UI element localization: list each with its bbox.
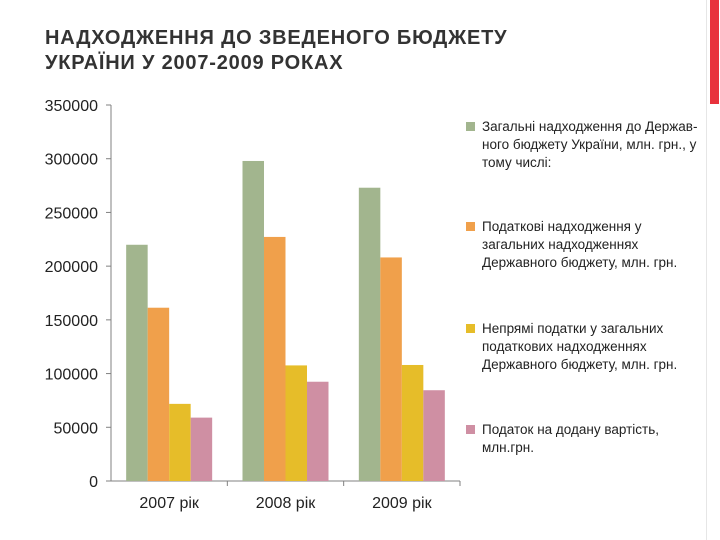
bar xyxy=(126,244,148,481)
legend-item: Податок на додану вартість, млн.грн. xyxy=(466,421,707,457)
bar xyxy=(358,187,381,481)
legend-swatch xyxy=(466,222,475,231)
legend-swatch xyxy=(466,425,475,434)
bar xyxy=(169,403,191,481)
bar xyxy=(380,257,402,481)
y-tick-label: 250000 xyxy=(45,205,98,222)
page-title-line-2: УКРАЇНИ У 2007-2009 РОКАХ xyxy=(45,52,344,74)
bar xyxy=(147,307,170,481)
x-tick-label: 2007 рік xyxy=(139,495,199,512)
y-tick-label: 100000 xyxy=(45,367,98,384)
bar xyxy=(264,236,286,481)
y-tick-label: 200000 xyxy=(45,259,98,276)
y-tick-label: 150000 xyxy=(45,313,98,330)
legend-label: Загальні надходження до Держав-ного бюдж… xyxy=(482,119,698,170)
page-title-line-1: НАДХОДЖЕННЯ ДО ЗВЕДЕНОГО БЮДЖЕТУ xyxy=(45,27,508,49)
slide-accent-bar xyxy=(710,0,719,104)
legend-swatch xyxy=(466,324,475,333)
y-tick-label: 50000 xyxy=(54,420,99,437)
slide-edge-bar xyxy=(706,0,720,540)
y-tick-label: 0 xyxy=(89,474,98,491)
page-title: НАДХОДЖЕННЯ ДО ЗВЕДЕНОГО БЮДЖЕТУ УКРАЇНИ… xyxy=(45,26,665,76)
bar xyxy=(423,390,445,481)
bar xyxy=(190,417,213,481)
legend-label: Податкові надходження у загальних надход… xyxy=(482,219,678,270)
legend-label: Податок на додану вартість, млн.грн. xyxy=(482,422,659,455)
bar xyxy=(401,364,424,481)
y-tick-label: 300000 xyxy=(45,152,98,169)
legend-item: Загальні надходження до Держав-ного бюдж… xyxy=(466,118,707,172)
x-tick-label: 2009 рік xyxy=(372,495,432,512)
legend-swatch xyxy=(466,122,475,131)
bar xyxy=(242,160,264,482)
legend-label: Непрямі податки у загальних податкових н… xyxy=(482,321,678,372)
y-tick-label: 350000 xyxy=(45,98,98,115)
legend-item: Непрямі податки у загальних податкових н… xyxy=(466,320,707,374)
legend-item: Податкові надходження у загальних надход… xyxy=(466,218,707,272)
bar xyxy=(285,365,307,481)
x-tick-label: 2008 рік xyxy=(256,495,316,512)
bar xyxy=(307,381,329,481)
